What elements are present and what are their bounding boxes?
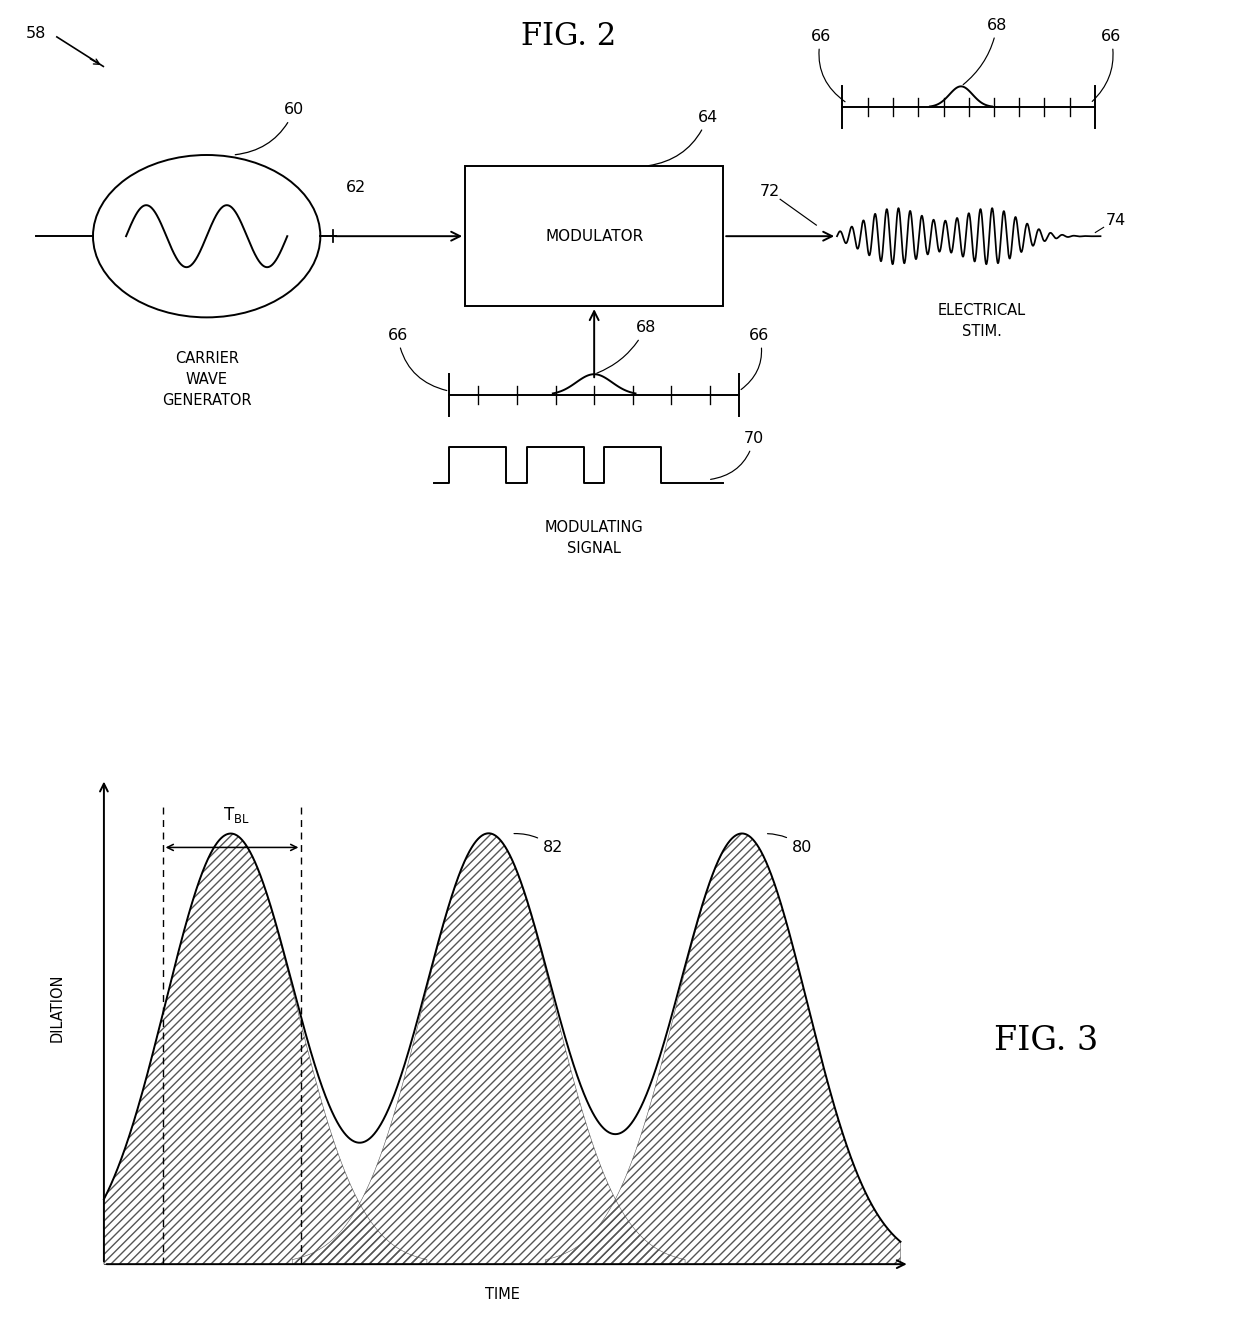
Text: 60: 60 — [236, 103, 304, 154]
Text: ELECTRICAL
STIM.: ELECTRICAL STIM. — [937, 303, 1025, 339]
Text: 64: 64 — [649, 109, 718, 166]
Text: FIG. 3: FIG. 3 — [994, 1025, 1099, 1057]
Text: 68: 68 — [963, 17, 1007, 84]
Text: 66: 66 — [811, 29, 844, 101]
Text: 62: 62 — [346, 179, 366, 195]
Text: 72: 72 — [759, 183, 780, 199]
Text: DILATION: DILATION — [50, 974, 64, 1043]
Text: MODULATING
SIGNAL: MODULATING SIGNAL — [544, 521, 644, 556]
Text: 58: 58 — [26, 26, 46, 41]
Text: 80: 80 — [768, 834, 812, 855]
Text: MODULATOR: MODULATOR — [546, 229, 644, 244]
Bar — [465, 166, 723, 306]
Text: 74: 74 — [1106, 214, 1126, 228]
Text: CARRIER
WAVE
GENERATOR: CARRIER WAVE GENERATOR — [162, 351, 252, 407]
Text: 66: 66 — [742, 327, 769, 390]
Text: 68: 68 — [596, 320, 656, 373]
Text: 82: 82 — [515, 833, 563, 855]
Text: $\mathregular{T_{BL}}$: $\mathregular{T_{BL}}$ — [223, 805, 250, 825]
Text: 66: 66 — [1092, 29, 1121, 101]
Text: 70: 70 — [711, 431, 764, 480]
Text: 66: 66 — [387, 327, 446, 390]
Text: TIME: TIME — [485, 1288, 520, 1302]
Text: FIG. 2: FIG. 2 — [521, 21, 616, 53]
